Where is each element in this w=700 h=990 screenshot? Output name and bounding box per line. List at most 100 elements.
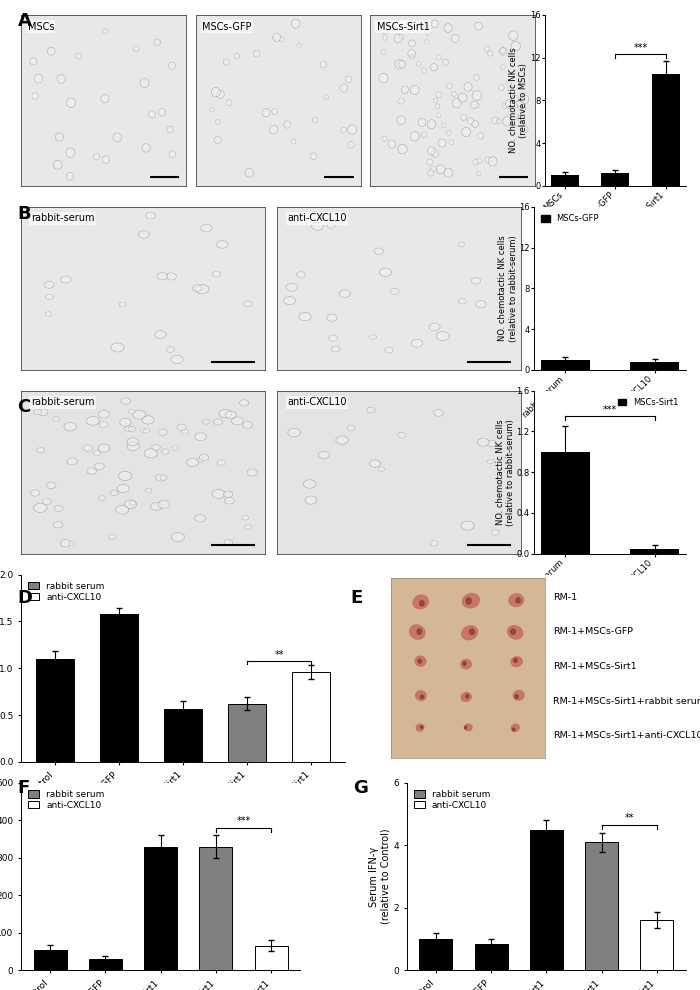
Circle shape (428, 121, 435, 128)
Bar (585, 842, 618, 970)
Circle shape (80, 220, 86, 224)
Circle shape (198, 458, 203, 461)
Text: MSCs-Sirt1: MSCs-Sirt1 (377, 22, 430, 32)
Circle shape (305, 481, 314, 487)
Circle shape (438, 333, 447, 340)
Circle shape (409, 50, 414, 56)
Text: rabbit-serum: rabbit-serum (31, 214, 94, 224)
Circle shape (312, 153, 316, 158)
Circle shape (172, 356, 182, 362)
Legend: rabbit serum, anti-CXCL10: rabbit serum, anti-CXCL10 (411, 787, 493, 813)
Circle shape (440, 141, 445, 147)
Circle shape (119, 486, 127, 492)
Circle shape (173, 534, 183, 541)
Circle shape (120, 472, 130, 479)
Bar (540, 359, 590, 370)
Circle shape (501, 65, 505, 69)
Circle shape (161, 476, 167, 479)
Circle shape (227, 100, 231, 105)
Circle shape (65, 424, 75, 430)
Bar (630, 361, 679, 370)
Circle shape (246, 169, 253, 176)
Circle shape (114, 134, 120, 141)
Circle shape (33, 93, 38, 98)
Circle shape (263, 110, 269, 116)
Circle shape (58, 76, 64, 82)
Bar (419, 939, 452, 970)
Circle shape (57, 134, 62, 140)
Circle shape (218, 91, 223, 97)
Circle shape (120, 303, 125, 306)
Circle shape (218, 460, 224, 464)
Y-axis label: NO. chemotactic NK cells
(relative to MSCs): NO. chemotactic NK cells (relative to MS… (509, 48, 528, 153)
Circle shape (48, 49, 54, 54)
Circle shape (320, 452, 328, 457)
Circle shape (293, 20, 299, 27)
Circle shape (412, 86, 418, 93)
Circle shape (67, 99, 74, 106)
Bar (652, 73, 680, 186)
Text: anti-CXCL10: anti-CXCL10 (287, 397, 346, 407)
Circle shape (167, 347, 174, 351)
Circle shape (341, 85, 346, 91)
Circle shape (477, 172, 480, 175)
Circle shape (428, 148, 434, 153)
Circle shape (412, 341, 421, 346)
Circle shape (459, 299, 466, 303)
Circle shape (395, 36, 401, 42)
Circle shape (62, 277, 70, 282)
Circle shape (454, 100, 460, 107)
Circle shape (150, 112, 155, 117)
Text: A: A (18, 12, 32, 30)
Circle shape (473, 278, 480, 283)
Circle shape (129, 444, 138, 449)
Circle shape (152, 503, 161, 509)
Circle shape (473, 92, 480, 99)
Circle shape (419, 120, 425, 126)
Circle shape (104, 29, 107, 33)
Circle shape (183, 430, 188, 434)
Text: **: ** (274, 649, 284, 659)
Circle shape (35, 75, 42, 82)
Circle shape (94, 451, 99, 455)
Circle shape (69, 458, 76, 464)
Circle shape (67, 173, 73, 179)
Circle shape (160, 501, 168, 507)
Circle shape (510, 32, 517, 40)
Circle shape (386, 348, 392, 352)
Text: RM-1+MSCs-GFP: RM-1+MSCs-GFP (554, 628, 634, 637)
Circle shape (100, 423, 107, 427)
Circle shape (430, 325, 439, 330)
Circle shape (431, 64, 437, 70)
Circle shape (274, 35, 280, 41)
Circle shape (478, 158, 482, 162)
Circle shape (437, 114, 440, 117)
Bar (199, 846, 232, 970)
Circle shape (399, 99, 403, 103)
Circle shape (512, 96, 517, 101)
Text: **: ** (624, 814, 634, 824)
Circle shape (204, 420, 209, 424)
Circle shape (126, 501, 135, 508)
Circle shape (474, 160, 477, 164)
Text: rabbit-serum: rabbit-serum (31, 397, 94, 407)
Circle shape (371, 461, 379, 466)
Circle shape (168, 127, 172, 132)
Circle shape (328, 224, 334, 228)
Circle shape (141, 79, 148, 86)
Bar (255, 945, 288, 970)
Circle shape (325, 95, 328, 99)
Bar (36, 659, 74, 762)
Circle shape (500, 49, 506, 54)
Circle shape (103, 156, 108, 162)
Circle shape (463, 129, 470, 136)
Circle shape (49, 398, 55, 402)
Circle shape (379, 467, 384, 471)
Circle shape (188, 459, 197, 465)
Circle shape (519, 117, 523, 122)
Circle shape (330, 336, 337, 341)
Circle shape (389, 142, 395, 148)
Circle shape (380, 74, 387, 82)
Text: MSCs-GFP: MSCs-GFP (202, 22, 251, 32)
Circle shape (169, 63, 174, 68)
